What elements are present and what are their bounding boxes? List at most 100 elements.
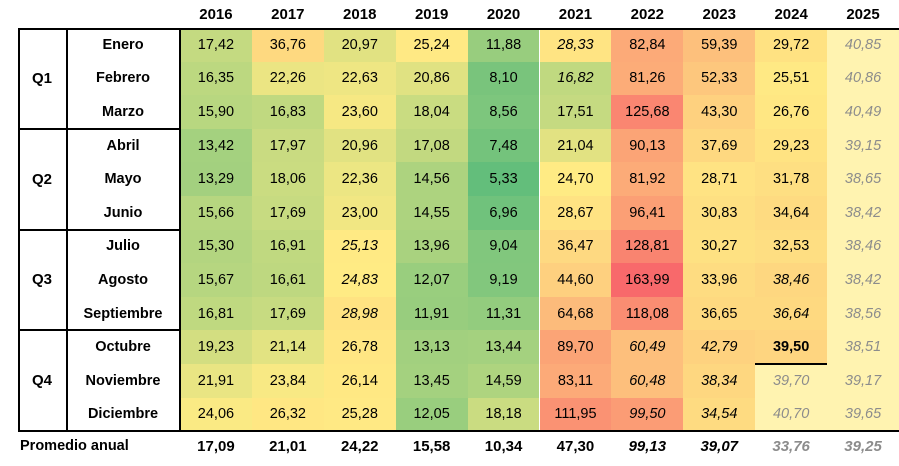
table-cell: 13,13 (395, 330, 468, 364)
table-cell: 52,33 (683, 61, 756, 96)
quarter-separator (18, 329, 180, 332)
table-cell: 8,10 (467, 61, 540, 96)
table-cell: 13,45 (395, 364, 468, 398)
table-cell: 25,24 (395, 28, 468, 62)
table-cell: 34,54 (683, 397, 756, 432)
table-cell: 40,85 (827, 28, 899, 62)
table-cell: 43,30 (683, 95, 756, 129)
quarter-label: Q3 (31, 271, 52, 289)
table-cell: 38,65 (827, 162, 899, 196)
month-label: Noviembre (85, 372, 161, 389)
table-cell: 39,70 (755, 364, 828, 398)
annual-average-value: 21,01 (269, 437, 307, 455)
table-cell: 16,61 (251, 263, 324, 297)
table-cell: 81,26 (611, 61, 684, 96)
table-cell: 14,56 (395, 162, 468, 196)
table-cell: 44,60 (539, 263, 612, 297)
column-header: 2019 (414, 5, 449, 23)
quarter-separator (18, 127, 180, 130)
table-cell: 39,15 (827, 128, 899, 163)
table-cell: 38,34 (683, 364, 756, 398)
table-cell: 22,63 (323, 61, 396, 96)
table-cell: 18,18 (467, 397, 540, 432)
quarter-label: Q4 (31, 372, 52, 390)
month-label: Marzo (102, 103, 144, 120)
table-cell: 20,86 (395, 61, 468, 96)
column-header: 2016 (199, 5, 233, 23)
table-cell: 18,06 (251, 162, 324, 196)
quarter-label: Q2 (31, 170, 52, 188)
column-header: 2017 (271, 5, 305, 23)
column-header: 2021 (558, 5, 593, 23)
table-cell: 13,29 (180, 162, 252, 196)
annual-average-label: Promedio anual (20, 438, 129, 454)
table-cell: 59,39 (683, 28, 756, 62)
table-cell: 11,31 (467, 296, 540, 331)
table-cell: 18,04 (395, 95, 468, 129)
table-cell: 19,23 (180, 330, 252, 364)
table-cell: 33,96 (683, 263, 756, 297)
table-cell: 99,50 (611, 397, 684, 432)
month-label: Julio (106, 238, 140, 255)
table-cell: 42,79 (683, 330, 756, 364)
table-cell: 21,14 (251, 330, 324, 364)
table-cell: 83,11 (539, 364, 612, 398)
table-cell: 15,66 (180, 196, 252, 230)
annual-average-value: 15,58 (412, 437, 451, 455)
table-cell: 16,82 (539, 61, 612, 96)
table-cell: 38,42 (827, 196, 899, 230)
table-cell: 20,97 (323, 28, 396, 62)
table-cell: 60,49 (611, 330, 684, 364)
table-cell: 5,33 (467, 162, 540, 196)
table-cell: 25,51 (755, 61, 828, 96)
table-cell: 12,07 (395, 263, 468, 297)
table-cell: 15,67 (180, 263, 252, 297)
month-label: Abril (106, 137, 140, 154)
table-cell: 30,83 (683, 196, 756, 230)
column-header: 2022 (630, 5, 665, 23)
table-cell: 21,91 (180, 364, 252, 398)
table-cell: 64,68 (539, 296, 612, 331)
annual-average-value: 99,13 (628, 437, 667, 455)
table-cell: 39,65 (827, 397, 899, 432)
column-header: 2020 (486, 5, 521, 23)
table-cell: 28,71 (683, 162, 756, 196)
table-cell: 38,42 (827, 263, 899, 297)
table-cell: 40,49 (827, 95, 899, 129)
table-cell: 8,56 (467, 95, 540, 129)
table-cell: 32,53 (755, 229, 828, 264)
column-header: 2025 (846, 5, 880, 23)
cell-underline (755, 363, 828, 365)
table-cell: 36,64 (755, 296, 828, 331)
annual-average-value: 24,22 (340, 437, 379, 455)
month-label: Febrero (96, 70, 150, 87)
table-cell: 28,67 (539, 196, 612, 230)
annual-average-value: 47,30 (556, 437, 595, 455)
table-cell: 23,84 (251, 364, 324, 398)
table-cell: 25,28 (323, 397, 396, 432)
table-cell: 15,90 (180, 95, 252, 129)
table-cell: 9,19 (467, 263, 540, 297)
table-cell: 24,83 (323, 263, 396, 297)
annual-average-value: 39,25 (844, 437, 882, 455)
annual-average-value: 17,09 (197, 437, 235, 455)
table-cell: 34,64 (755, 196, 828, 230)
table-cell: 17,42 (180, 28, 252, 62)
table-cell: 26,76 (755, 95, 828, 129)
table-cell: 13,42 (180, 128, 252, 163)
quarter-separator (18, 228, 180, 231)
table-cell: 96,41 (611, 196, 684, 230)
table-cell: 13,96 (395, 229, 468, 264)
table-border-top (18, 28, 899, 30)
table-cell: 13,44 (467, 330, 540, 364)
annual-average-value: 10,34 (484, 437, 523, 455)
annual-average-value: 39,07 (700, 437, 739, 455)
table-cell: 36,76 (251, 28, 324, 62)
table-cell: 29,23 (755, 128, 828, 163)
table-border-bottom (18, 430, 899, 433)
table-cell: 16,91 (251, 229, 324, 264)
table-cell: 28,98 (323, 296, 396, 331)
table-cell: 17,08 (395, 128, 468, 163)
table-cell: 36,47 (539, 229, 612, 264)
